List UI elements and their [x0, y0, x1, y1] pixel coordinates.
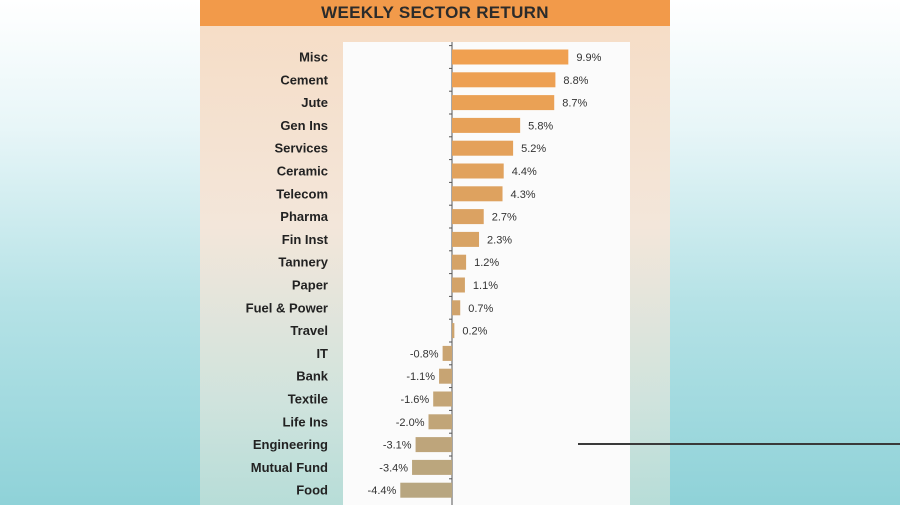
category-label: Ceramic [277, 164, 328, 179]
category-label: Food [296, 483, 328, 498]
value-label: -1.1% [406, 371, 435, 383]
bar-engineering [415, 437, 452, 453]
bar-it [442, 345, 452, 361]
category-label: Cement [280, 72, 328, 87]
bar-fuel-power [452, 300, 461, 316]
overlay-line [578, 443, 900, 445]
value-label: -1.6% [400, 394, 429, 406]
value-label: -2.0% [396, 417, 425, 429]
category-label: Travel [290, 323, 328, 338]
value-label: 8.8% [563, 75, 588, 87]
category-label: Services [275, 141, 329, 156]
value-label: -3.4% [379, 462, 408, 474]
category-label: Pharma [280, 209, 328, 224]
bar-gen-ins [452, 117, 521, 133]
value-label: 8.7% [562, 98, 587, 110]
value-label: -3.1% [383, 440, 412, 452]
bar-ceramic [452, 163, 504, 179]
value-label: 2.3% [487, 234, 512, 246]
bar-cement [452, 72, 556, 88]
value-label: 1.1% [473, 280, 498, 292]
bar-jute [452, 95, 555, 111]
bar-food [400, 482, 452, 498]
value-label: 5.8% [528, 120, 553, 132]
value-label: 5.2% [521, 143, 546, 155]
value-label: 0.7% [468, 303, 493, 315]
chart-title: WEEKLY SECTOR RETURN [321, 3, 549, 22]
bar-textile [433, 391, 452, 407]
bar-pharma [452, 209, 484, 225]
category-label: Mutual Fund [251, 460, 328, 475]
value-label: -4.4% [368, 485, 397, 497]
category-label: Life Ins [282, 414, 328, 429]
bar-mutual-fund [412, 459, 452, 475]
bar-misc [452, 49, 569, 65]
category-label: Gen Ins [280, 118, 328, 133]
category-label: Misc [299, 50, 328, 65]
category-label: Paper [292, 278, 328, 293]
category-label: Tannery [278, 255, 328, 270]
value-label: 1.2% [474, 257, 499, 269]
bar-services [452, 140, 514, 156]
category-label: Fuel & Power [246, 300, 328, 315]
category-label: Fin Inst [282, 232, 329, 247]
chart-title-bar: WEEKLY SECTOR RETURN [200, 0, 670, 26]
category-label: Textile [288, 392, 328, 407]
category-label: Engineering [253, 437, 328, 452]
bar-telecom [452, 186, 503, 202]
bar-bank [439, 368, 452, 384]
category-label: Jute [301, 95, 328, 110]
bar-travel [452, 323, 455, 339]
bar-paper [452, 277, 465, 293]
category-label: Telecom [276, 186, 328, 201]
value-label: 4.4% [512, 166, 537, 178]
value-label: 9.9% [576, 52, 601, 64]
value-label: 0.2% [462, 326, 487, 338]
value-label: -0.8% [410, 348, 439, 360]
bar-fin-inst [452, 231, 480, 247]
value-label: 2.7% [492, 212, 517, 224]
category-label: IT [316, 346, 328, 361]
category-label: Bank [296, 369, 329, 384]
bar-tannery [452, 254, 467, 270]
bar-life-ins [428, 414, 452, 430]
value-label: 4.3% [511, 189, 536, 201]
